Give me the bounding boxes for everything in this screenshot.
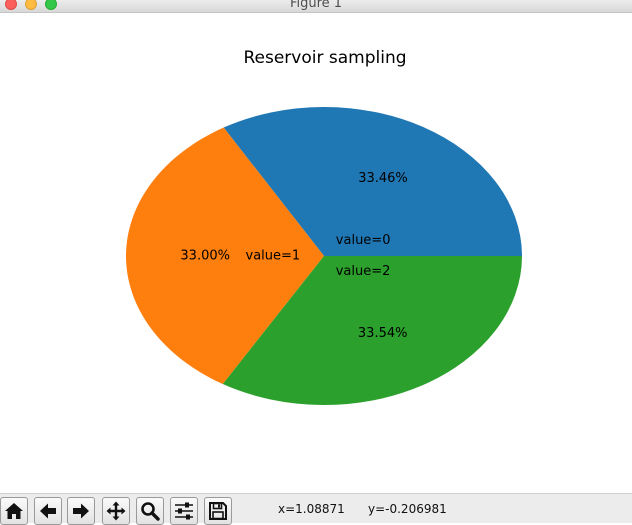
back-button[interactable] — [34, 497, 62, 525]
pie-slice-2 — [222, 256, 522, 406]
y-coordinate-readout: y=-0.206981 — [368, 502, 447, 516]
window-title: Figure 1 — [289, 0, 343, 11]
pie-percent-label: 33.00% — [180, 248, 230, 263]
pie-slice-1 — [126, 127, 325, 385]
magnifier-icon — [141, 502, 160, 521]
sliders-icon — [175, 502, 193, 520]
save-button[interactable] — [204, 497, 232, 525]
pie-slice-label: value=2 — [336, 264, 391, 279]
pie-percent-label: 33.46% — [358, 171, 408, 186]
home-button[interactable] — [0, 497, 28, 525]
x-coordinate-readout: x=1.08871 — [278, 502, 345, 516]
configure-subplots-button[interactable] — [170, 497, 198, 525]
pie-slice-0 — [223, 107, 522, 256]
arrow-left-icon — [40, 503, 56, 519]
home-icon — [5, 503, 23, 519]
chart-title: Reservoir sampling — [243, 48, 406, 68]
figure-canvas[interactable]: Reservoir sampling 33.46% value=0 33.00% va… — [0, 13, 632, 493]
close-window-button[interactable] — [5, 0, 17, 10]
zoom-button[interactable] — [136, 497, 164, 525]
floppy-icon — [209, 502, 227, 520]
zoom-window-button[interactable] — [45, 0, 57, 10]
window-titlebar: Figure 1 — [0, 0, 632, 13]
navigation-toolbar: x=1.08871 y=-0.206981 — [0, 493, 632, 525]
pie-percent-label: 33.54% — [358, 326, 408, 341]
move-icon — [106, 501, 126, 521]
arrow-right-icon — [73, 503, 89, 519]
minimize-window-button[interactable] — [25, 0, 37, 10]
pie-slice-label: value=1 — [246, 249, 301, 264]
pie-chart: Reservoir sampling 33.46% value=0 33.00% va… — [126, 48, 522, 406]
pan-button[interactable] — [102, 497, 130, 525]
forward-button[interactable] — [67, 497, 95, 525]
pie-slice-label: value=0 — [336, 233, 391, 248]
